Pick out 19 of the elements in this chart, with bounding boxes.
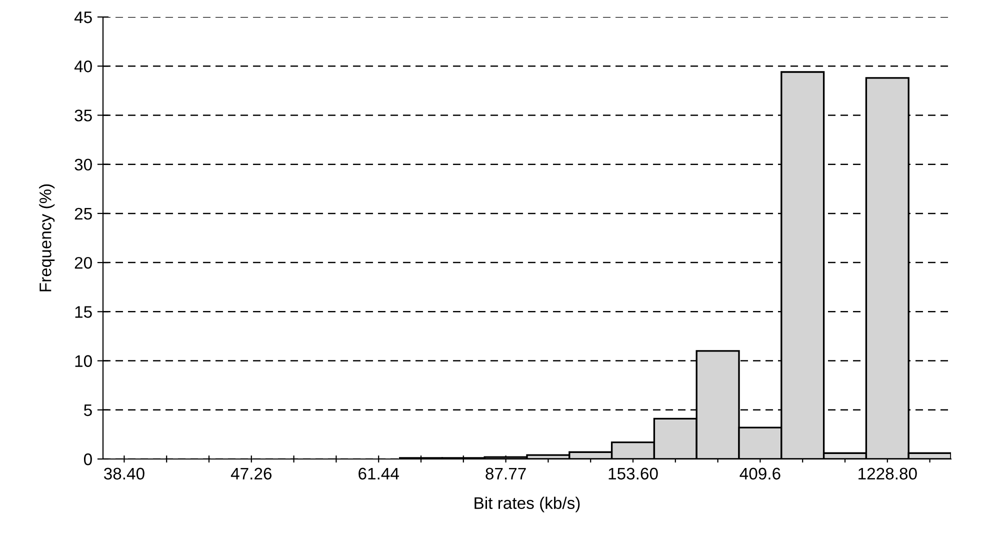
y-tick-label: 45 (74, 12, 92, 24)
y-tick-label: 20 (74, 256, 92, 269)
x-tick-label: 61.44 (358, 468, 399, 480)
x-axis-title: Bit rates (kb/s) (474, 496, 580, 512)
x-tick-label: 47.26 (230, 468, 272, 480)
y-tick-label: 40 (74, 60, 92, 72)
x-tick-label: 409.6 (740, 468, 780, 480)
y-tick-label: 5 (84, 404, 92, 416)
x-tick-label: 1228.80 (858, 468, 917, 480)
x-tick-label: 153.60 (608, 468, 658, 480)
x-tick-label: 38.40 (104, 468, 144, 480)
y-axis-title: Frequency (%) (39, 184, 55, 292)
y-tick-label: 10 (75, 355, 92, 367)
y-tick-label: 15 (75, 306, 92, 318)
y-tick-label: 25 (74, 208, 92, 220)
y-tick-label: 30 (74, 158, 92, 171)
x-tick-label: 87.77 (486, 468, 526, 480)
y-tick-label: 0 (84, 453, 92, 466)
y-tick-label: 35 (74, 110, 92, 122)
